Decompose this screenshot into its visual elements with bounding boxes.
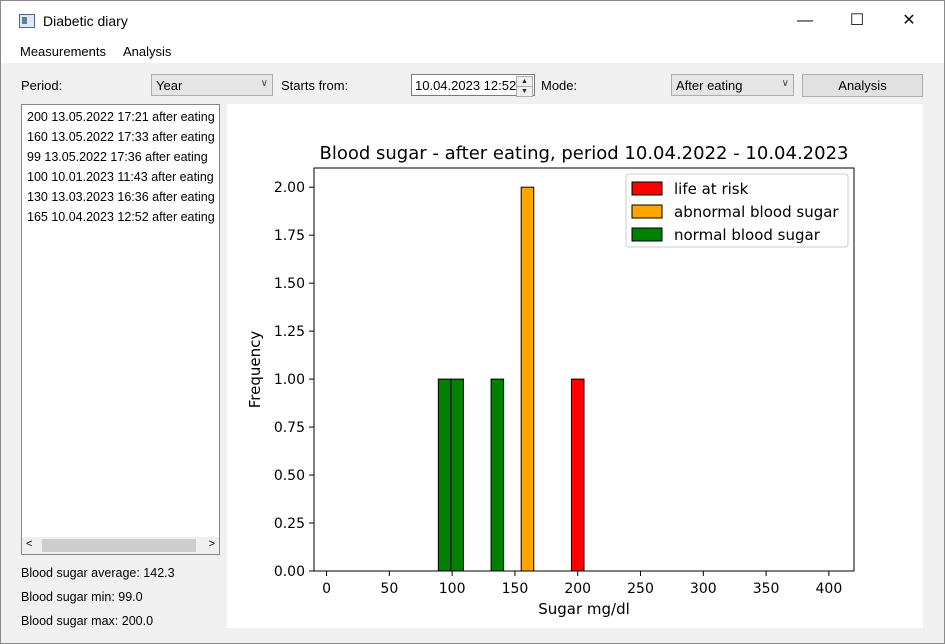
stat-min: Blood sugar min: 99.0: [21, 590, 143, 604]
x-tick-label: 0: [322, 581, 331, 597]
x-tick-label: 300: [690, 581, 717, 597]
period-select-value: Year: [156, 78, 183, 93]
list-item[interactable]: 130 13.03.2023 16:36 after eating: [27, 190, 215, 204]
window-title: Diabetic diary: [43, 13, 128, 29]
scroll-left-icon[interactable]: <: [26, 538, 33, 550]
minimize-icon: —: [797, 12, 813, 29]
chart-panel: Blood sugar - after eating, period 10.04…: [227, 104, 923, 628]
x-tick-label: 150: [502, 581, 529, 597]
legend-label: abnormal blood sugar: [674, 203, 839, 221]
scroll-right-icon[interactable]: >: [208, 538, 215, 550]
mode-select[interactable]: After eating ∨: [671, 74, 794, 96]
title-bar: Diabetic diary — ☐ ✕: [1, 1, 944, 41]
mode-select-value: After eating: [676, 78, 743, 93]
app-icon: [19, 14, 35, 28]
y-tick-label: 1.00: [274, 372, 305, 388]
list-item[interactable]: 200 13.05.2022 17:21 after eating: [27, 110, 215, 124]
analysis-button[interactable]: Analysis: [802, 74, 923, 97]
y-tick-label: 0.00: [274, 564, 305, 580]
close-icon: ✕: [902, 12, 916, 29]
horizontal-scrollbar[interactable]: < >: [22, 537, 219, 554]
y-tick-label: 0.50: [274, 468, 305, 484]
maximize-icon: ☐: [849, 12, 865, 29]
legend-label: life at risk: [674, 180, 749, 198]
axes-frame: [313, 167, 855, 572]
legend-swatch: [631, 227, 663, 242]
stat-max: Blood sugar max: 200.0: [21, 614, 154, 628]
chevron-down-icon: ∨: [781, 78, 789, 89]
starts-from-value: 10.04.2023 12:52: [415, 78, 517, 93]
period-label: Period:: [21, 78, 63, 93]
close-button[interactable]: ✕: [886, 1, 932, 41]
bar-life-at-risk: [570, 378, 585, 572]
spin-down-button[interactable]: ▼: [516, 86, 533, 97]
mode-label: Mode:: [541, 78, 578, 93]
starts-from-label: Starts from:: [281, 78, 349, 93]
histogram-chart: Blood sugar - after eating, period 10.04…: [246, 143, 855, 618]
scrollbar-thumb[interactable]: [42, 539, 196, 552]
measurements-list[interactable]: 200 13.05.2022 17:21 after eating 160 13…: [21, 104, 220, 555]
y-tick-label: 1.50: [274, 276, 305, 292]
y-tick-label: 0.25: [274, 516, 305, 532]
period-select[interactable]: Year ∨: [151, 74, 273, 96]
menu-measurements[interactable]: Measurements: [20, 44, 106, 59]
y-tick-label: 1.75: [274, 228, 305, 244]
chevron-down-icon: ∨: [260, 78, 268, 89]
y-axis-label: Frequency: [246, 331, 264, 409]
bar-normal-blood-sugar: [450, 378, 464, 572]
chart-title: Blood sugar - after eating, period 10.04…: [320, 143, 849, 164]
x-tick-label: 200: [564, 581, 591, 597]
bar-normal-blood-sugar: [437, 378, 452, 572]
maximize-button[interactable]: ☐: [834, 1, 880, 41]
menu-analysis[interactable]: Analysis: [123, 44, 172, 59]
legend-swatch: [631, 204, 663, 219]
x-tick-label: 100: [439, 581, 466, 597]
x-tick-label: 50: [380, 581, 398, 597]
chart-legend: [625, 173, 849, 248]
starts-from-datetime-input[interactable]: 10.04.2023 12:52 ▲ ▼: [411, 74, 535, 97]
list-item[interactable]: 100 10.01.2023 11:43 after eating: [27, 170, 214, 184]
legend-label: normal blood sugar: [674, 226, 821, 244]
x-tick-label: 350: [753, 581, 780, 597]
y-tick-label: 0.75: [274, 420, 305, 436]
bar-normal-blood-sugar: [490, 378, 505, 572]
y-tick-label: 2.00: [274, 180, 305, 196]
bar-abnormal-blood-sugar: [520, 186, 535, 572]
legend-swatch: [631, 181, 663, 196]
y-tick-label: 1.25: [274, 324, 305, 340]
x-axis-label: Sugar mg/dl: [538, 600, 630, 618]
x-tick-label: 250: [627, 581, 654, 597]
stat-average: Blood sugar average: 142.3: [21, 566, 175, 580]
minimize-button[interactable]: —: [782, 1, 828, 41]
list-item[interactable]: 165 10.04.2023 12:52 after eating: [27, 210, 215, 224]
list-item[interactable]: 160 13.05.2022 17:33 after eating: [27, 130, 215, 144]
menu-bar: Measurements Analysis: [1, 41, 944, 63]
x-tick-label: 400: [816, 581, 843, 597]
list-item[interactable]: 99 13.05.2022 17:36 after eating: [27, 150, 208, 164]
